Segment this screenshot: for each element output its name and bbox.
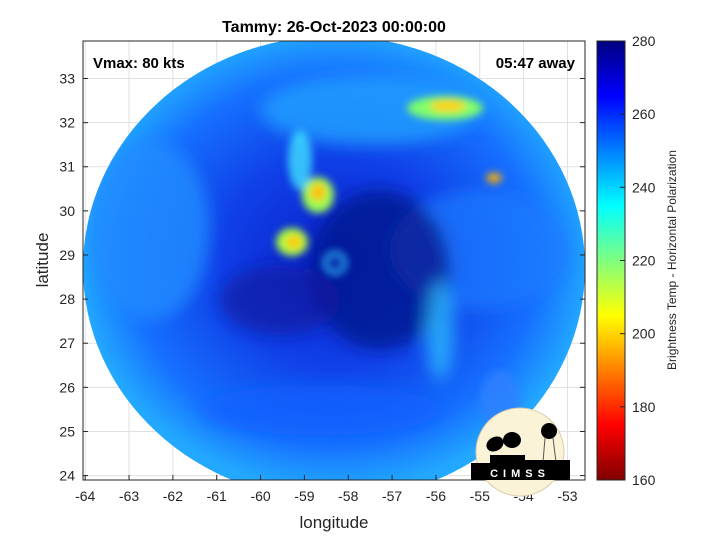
y-tick-label: 27	[59, 335, 75, 351]
y-tick-label: 24	[59, 468, 75, 484]
x-tick-label: -53	[557, 488, 577, 504]
colorbar-label: Brightness Temp - Horizontal Polarizatio…	[665, 150, 679, 370]
x-tick-label: -64	[75, 488, 95, 504]
x-tick-label: -55	[470, 488, 490, 504]
colorbar-tick-label: 260	[632, 106, 656, 122]
x-tick-label: -56	[426, 488, 446, 504]
colorbar-tick-label: 160	[632, 472, 656, 488]
cimss-logo-text: CIMSS	[490, 468, 550, 480]
colorbar-ticks: 160 180 200 220 240 260 280	[620, 33, 656, 488]
x-tick-label: -63	[119, 488, 139, 504]
x-axis-label: longitude	[299, 513, 368, 532]
plot-frame	[82, 40, 586, 481]
y-tick-label: 25	[59, 423, 75, 439]
brightness-image	[83, 41, 585, 480]
x-tick-label: -62	[163, 488, 183, 504]
cimss-logo: CIMSS	[471, 407, 570, 497]
colorbar-tick-label: 220	[632, 253, 656, 269]
colorbar-tick-label: 240	[632, 179, 656, 195]
y-tick-label: 28	[59, 291, 75, 307]
vmax-annotation: Vmax: 80 kts	[93, 55, 185, 72]
y-tick-label: 32	[59, 115, 75, 131]
y-tick-label: 26	[59, 379, 75, 395]
y-tick-label: 30	[59, 203, 75, 219]
colorbar-tick-label: 280	[632, 33, 656, 49]
time-away-annotation: 05:47 away	[496, 55, 576, 72]
colorbar-tick-label: 180	[632, 399, 656, 415]
x-tick-label: -59	[294, 488, 314, 504]
y-tick-label: 29	[59, 247, 75, 263]
chart-title: Tammy: 26-Oct-2023 00:00:00	[222, 19, 446, 36]
x-tick-label: -57	[382, 488, 402, 504]
x-tick-label: -61	[207, 488, 227, 504]
y-axis-label: latitude	[33, 233, 52, 288]
y-tick-label: 33	[59, 71, 75, 87]
y-axis: 24 25 26 27 28 29 30 31 32 33	[59, 71, 585, 484]
colorbar-tick-label: 200	[632, 326, 656, 342]
x-tick-label: -60	[250, 488, 270, 504]
x-tick-label: -58	[338, 488, 358, 504]
y-tick-label: 31	[59, 159, 75, 175]
